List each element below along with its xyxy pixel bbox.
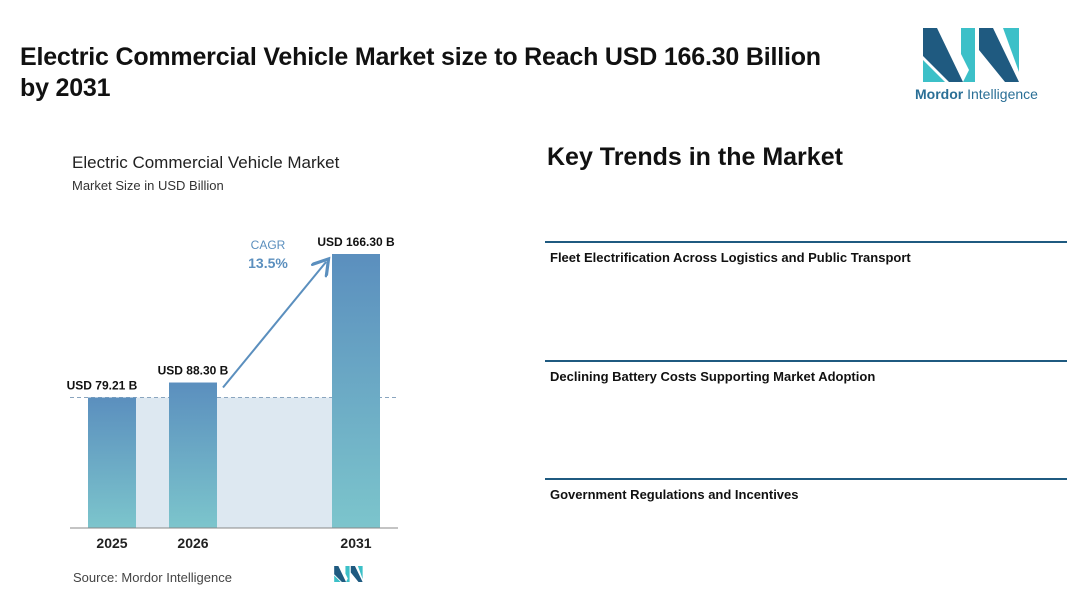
bar-2031 <box>332 254 380 528</box>
data-label: USD 79.21 B <box>67 378 138 392</box>
chart-subtitle: Market Size in USD Billion <box>72 178 224 193</box>
cagr-arrow <box>222 262 326 389</box>
cagr-value: 13.5% <box>248 255 288 271</box>
trend-item: Fleet Electrification Across Logistics a… <box>550 250 911 265</box>
bar-2025 <box>88 397 136 528</box>
trend-divider <box>545 360 1067 362</box>
x-tick-label: 2026 <box>177 535 208 551</box>
trend-divider <box>545 241 1067 243</box>
bar-chart: USD 79.21 B 2025 USD 88.30 B 2026 USD 166.30… <box>67 235 398 551</box>
trend-item: Declining Battery Costs Supporting Marke… <box>550 369 876 384</box>
trend-divider <box>545 478 1067 480</box>
bar-2026 <box>169 382 217 528</box>
source-logo-icon <box>334 566 363 582</box>
trend-item: Government Regulations and Incentives <box>550 487 799 502</box>
chart-title: Electric Commercial Vehicle Market <box>72 153 340 172</box>
x-tick-label: 2025 <box>96 535 127 551</box>
data-label: USD 166.30 B <box>317 235 395 249</box>
cagr-label: CAGR <box>251 238 286 252</box>
mordor-logo: Mordor Intelligence <box>915 28 1045 108</box>
mordor-logo-icon <box>923 28 1019 82</box>
data-label: USD 88.30 B <box>158 364 229 378</box>
logo-wordmark: Mordor Intelligence <box>915 86 1038 102</box>
page-headline: Electric Commercial Vehicle Market size … <box>20 43 821 102</box>
x-tick-label: 2031 <box>340 535 371 551</box>
trends-title: Key Trends in the Market <box>547 143 843 171</box>
source-note: Source: Mordor Intelligence <box>73 570 232 585</box>
